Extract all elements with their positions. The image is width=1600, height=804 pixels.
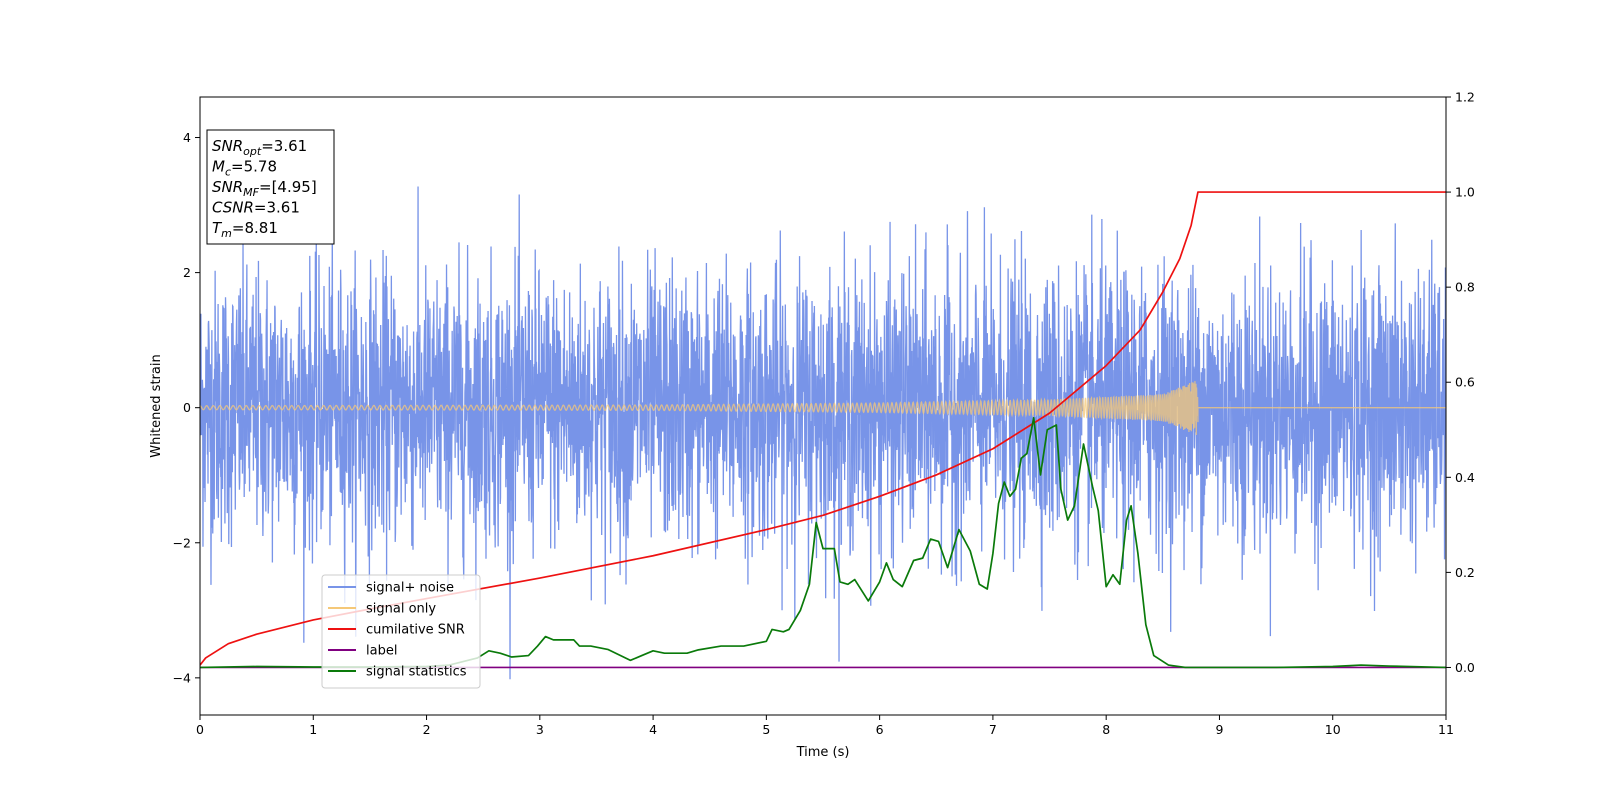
y2-tick-label-0: 1.2 <box>1455 90 1475 105</box>
annotation-line-2: SNRMF=[4.95] <box>212 178 317 199</box>
annotation-line-4: Tm=8.81 <box>212 219 278 240</box>
series-line-signal-statistics <box>200 417 1446 669</box>
y2-tick-label-2: 0.8 <box>1455 280 1475 295</box>
y2-tick-label-1: 1.0 <box>1455 185 1475 200</box>
x-axis-label: Time (s) <box>796 745 850 760</box>
x-tick-label-0: 0 <box>196 722 204 737</box>
y-tick-label-0: 4 <box>183 130 191 145</box>
legend: signal+ noise signal only cumilative SNR la… <box>321 574 481 689</box>
annotation-line-1: Mc=5.78 <box>212 158 277 179</box>
x-tick-label-6: 6 <box>876 722 884 737</box>
x-tick-label-7: 7 <box>989 722 997 737</box>
y-axis-left: 4 2 0 −2 −4 <box>173 130 200 685</box>
y-axis-label: Whitened strain <box>149 354 164 457</box>
legend-label-3: label <box>366 644 397 659</box>
legend-label-2: cumilative SNR <box>366 623 465 638</box>
legend-label-0: signal+ noise <box>366 581 454 596</box>
y2-tick-label-3: 0.6 <box>1455 375 1475 390</box>
x-tick-label-4: 4 <box>649 722 657 737</box>
annotation-box-frame <box>206 129 335 245</box>
series-line-signal-noise <box>200 186 1446 680</box>
x-tick-label-10: 10 <box>1325 722 1341 737</box>
legend-label-1: signal only <box>366 602 436 617</box>
series-line-signal-only <box>200 381 1446 435</box>
legend-frame <box>321 574 481 689</box>
x-tick-label-3: 3 <box>536 722 544 737</box>
legend-label-4: signal statistics <box>366 665 467 680</box>
y2-tick-label-4: 0.4 <box>1455 470 1475 485</box>
y-tick-label-1: 2 <box>183 265 191 280</box>
y-tick-label-2: 0 <box>183 400 191 415</box>
x-tick-label-11: 11 <box>1438 722 1454 737</box>
plot-frame <box>199 96 1447 716</box>
y2-tick-label-5: 0.2 <box>1455 565 1475 580</box>
x-tick-label-2: 2 <box>423 722 431 737</box>
y-tick-label-3: −2 <box>173 535 191 550</box>
annotation-line-0: SNRopt=3.61 <box>212 137 307 158</box>
annotation-line-3: CSNR=3.61 <box>212 199 300 217</box>
x-tick-label-9: 9 <box>1215 722 1223 737</box>
x-tick-label-1: 1 <box>309 722 317 737</box>
x-tick-label-8: 8 <box>1102 722 1110 737</box>
x-tick-label-5: 5 <box>762 722 770 737</box>
y-axis-right: 1.2 1.0 0.8 0.6 0.4 0.2 0.0 <box>1446 90 1475 675</box>
y-tick-label-4: −4 <box>173 670 191 685</box>
series-line-cumilative-snr <box>200 191 1446 666</box>
y2-tick-label-6: 0.0 <box>1455 660 1475 675</box>
x-axis: 0 1 2 3 4 5 6 7 8 9 10 11 <box>196 715 1454 737</box>
